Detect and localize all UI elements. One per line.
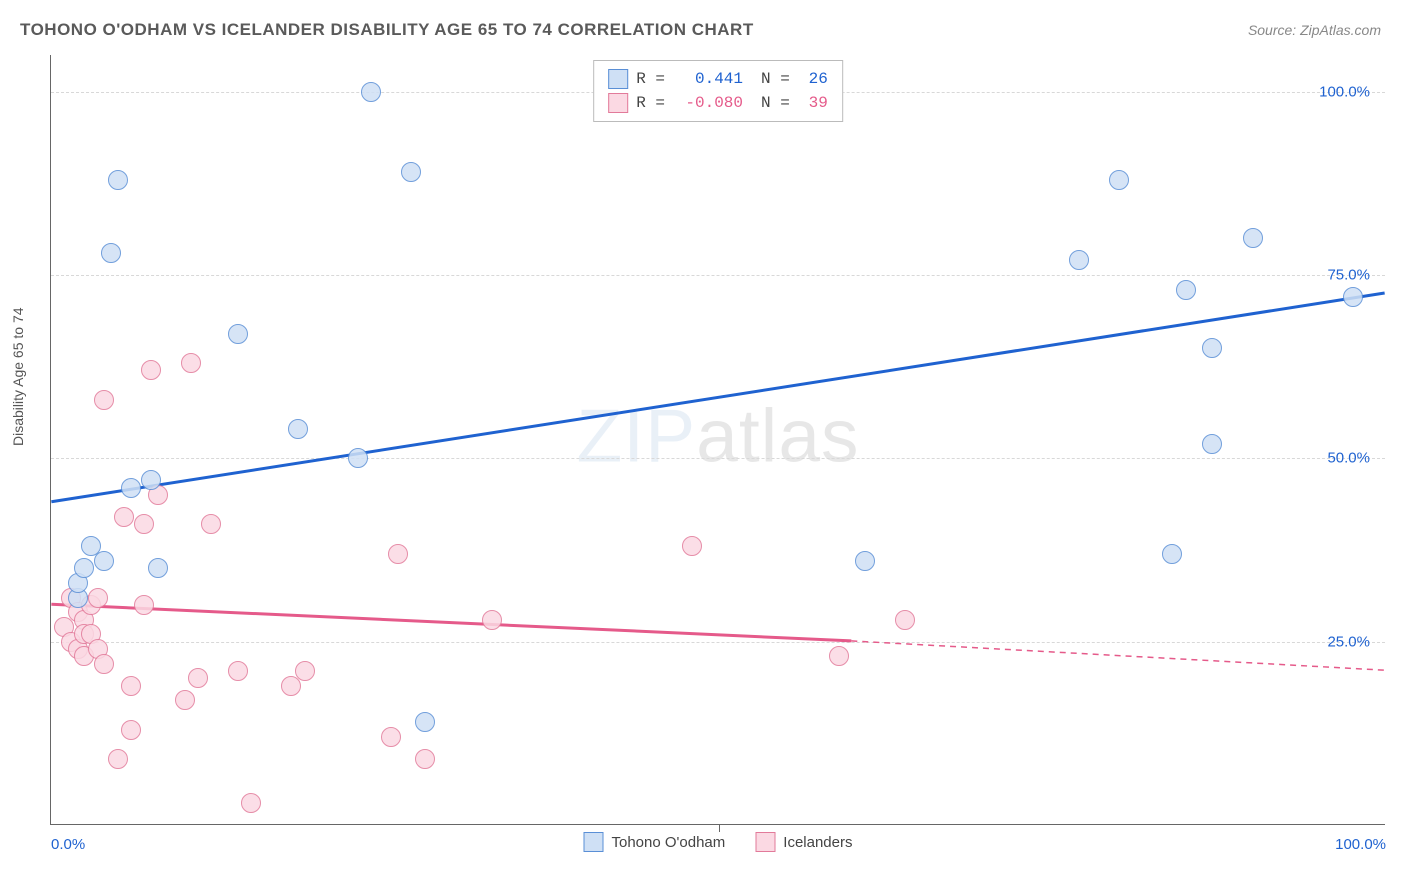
scatter-point-tohono (288, 419, 308, 439)
gridline (51, 458, 1385, 459)
scatter-point-icelanders (175, 690, 195, 710)
scatter-point-icelanders (388, 544, 408, 564)
legend-swatch-icon (608, 93, 628, 113)
correlation-legend: R =0.441 N =26R =-0.080 N =39 (593, 60, 843, 122)
scatter-point-icelanders (134, 514, 154, 534)
legend-swatch-icon (755, 832, 775, 852)
scatter-point-tohono (108, 170, 128, 190)
scatter-point-tohono (1162, 544, 1182, 564)
scatter-point-icelanders (295, 661, 315, 681)
scatter-point-tohono (1176, 280, 1196, 300)
scatter-point-icelanders (121, 720, 141, 740)
gridline (51, 642, 1385, 643)
y-tick-label: 25.0% (1327, 633, 1370, 650)
trendlines (51, 55, 1385, 824)
y-tick-label: 100.0% (1319, 83, 1370, 100)
scatter-point-icelanders (829, 646, 849, 666)
chart-title: TOHONO O'ODHAM VS ICELANDER DISABILITY A… (20, 20, 754, 40)
scatter-point-tohono (401, 162, 421, 182)
scatter-point-tohono (1109, 170, 1129, 190)
scatter-point-icelanders (88, 588, 108, 608)
scatter-point-tohono (1202, 338, 1222, 358)
scatter-point-tohono (855, 551, 875, 571)
scatter-point-tohono (94, 551, 114, 571)
scatter-point-icelanders (482, 610, 502, 630)
scatter-point-tohono (121, 478, 141, 498)
scatter-point-tohono (74, 558, 94, 578)
legend-item: Icelanders (755, 832, 852, 852)
scatter-point-tohono (1069, 250, 1089, 270)
legend-item: Tohono O'odham (584, 832, 726, 852)
scatter-point-icelanders (682, 536, 702, 556)
scatter-point-icelanders (188, 668, 208, 688)
scatter-point-tohono (101, 243, 121, 263)
scatter-point-icelanders (141, 360, 161, 380)
legend-label: Icelanders (783, 834, 852, 851)
scatter-point-tohono (361, 82, 381, 102)
x-tick-label: 0.0% (51, 836, 85, 853)
scatter-point-icelanders (895, 610, 915, 630)
legend-swatch-icon (608, 69, 628, 89)
scatter-point-icelanders (415, 749, 435, 769)
x-tick-label: 100.0% (1335, 836, 1386, 853)
scatter-point-icelanders (381, 727, 401, 747)
scatter-point-icelanders (201, 514, 221, 534)
scatter-point-tohono (348, 448, 368, 468)
scatter-point-icelanders (134, 595, 154, 615)
scatter-point-tohono (1343, 287, 1363, 307)
scatter-point-tohono (1243, 228, 1263, 248)
scatter-point-icelanders (121, 676, 141, 696)
scatter-point-icelanders (181, 353, 201, 373)
legend-swatch-icon (584, 832, 604, 852)
scatter-point-icelanders (94, 654, 114, 674)
scatter-point-tohono (415, 712, 435, 732)
x-tick-mark (719, 824, 720, 832)
scatter-point-tohono (141, 470, 161, 490)
scatter-point-icelanders (108, 749, 128, 769)
source-attribution: Source: ZipAtlas.com (1248, 22, 1381, 38)
plot-area: ZIPatlas R =0.441 N =26R =-0.080 N =39 T… (50, 55, 1385, 825)
y-tick-label: 50.0% (1327, 450, 1370, 467)
gridline (51, 275, 1385, 276)
y-tick-label: 75.0% (1327, 267, 1370, 284)
scatter-point-icelanders (94, 390, 114, 410)
legend-row: R =-0.080 N =39 (608, 91, 828, 115)
legend-label: Tohono O'odham (612, 834, 726, 851)
legend-row: R =0.441 N =26 (608, 67, 828, 91)
scatter-point-tohono (148, 558, 168, 578)
scatter-point-icelanders (114, 507, 134, 527)
watermark: ZIPatlas (576, 392, 859, 478)
scatter-point-icelanders (241, 793, 261, 813)
y-axis-label: Disability Age 65 to 74 (10, 307, 26, 446)
scatter-point-tohono (1202, 434, 1222, 454)
scatter-point-icelanders (228, 661, 248, 681)
series-legend: Tohono O'odham Icelanders (584, 832, 853, 852)
scatter-point-tohono (228, 324, 248, 344)
